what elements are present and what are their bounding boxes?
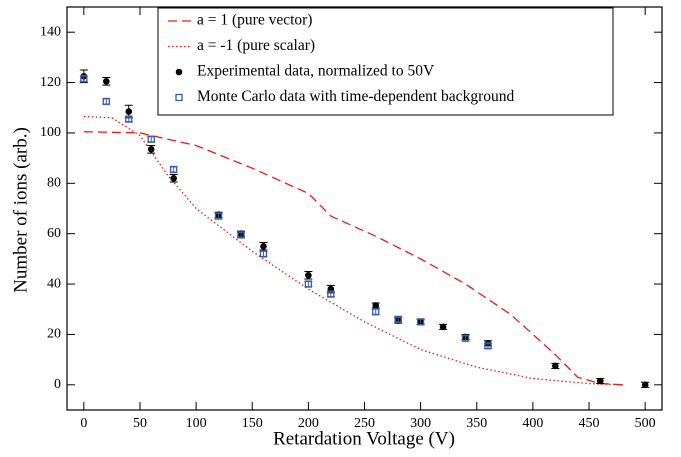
marker — [394, 315, 402, 323]
marker — [259, 250, 268, 258]
marker — [304, 280, 313, 288]
marker — [439, 323, 447, 331]
legend-label: Experimental data, normalized to 50V — [197, 63, 435, 80]
data-point — [214, 212, 223, 220]
data-point — [259, 250, 268, 258]
data-point — [259, 242, 268, 251]
marker — [596, 377, 604, 385]
y-axis-label: Number of ions (arb.) — [10, 127, 31, 293]
legend-label: a = 1 (pure vector) — [197, 12, 312, 29]
marker — [170, 165, 178, 174]
data-point — [304, 280, 313, 288]
curve — [83, 115, 623, 386]
marker — [416, 318, 425, 326]
x-tick-label: 350 — [466, 416, 487, 431]
legend-label: Monte Carlo data with time-dependent bac… — [197, 88, 514, 105]
data-point — [326, 290, 335, 298]
y-tick-label: 140 — [40, 24, 61, 39]
data-point — [79, 75, 88, 83]
marker — [125, 115, 133, 123]
x-tick-label: 150 — [242, 416, 263, 431]
data-point — [371, 302, 380, 309]
data-point — [641, 381, 650, 389]
y-tick-label: 100 — [40, 125, 61, 140]
data-point — [416, 318, 425, 326]
x-tick-label: 0 — [80, 416, 87, 431]
y-tick-label: 60 — [47, 226, 61, 241]
marker — [102, 97, 110, 106]
x-tick-label: 50 — [133, 416, 147, 431]
data-point — [439, 323, 448, 331]
y-tick-label: 20 — [47, 327, 61, 342]
data-point — [124, 115, 133, 123]
data-point — [169, 165, 178, 174]
legend-symbol — [175, 68, 183, 76]
marker — [125, 108, 133, 115]
x-tick-label: 450 — [579, 416, 600, 431]
x-tick-label: 200 — [298, 416, 319, 431]
marker — [260, 242, 267, 250]
marker — [147, 146, 155, 153]
data-point — [551, 362, 560, 370]
legend-label: a = -1 (pure scalar) — [197, 37, 315, 54]
marker — [102, 78, 110, 85]
data-point — [371, 308, 380, 316]
legend-box — [157, 7, 614, 116]
data-point — [483, 342, 492, 350]
marker — [372, 308, 380, 316]
legend-symbol — [175, 93, 183, 102]
marker — [237, 231, 245, 239]
marker — [305, 271, 312, 279]
marker — [372, 302, 380, 309]
marker — [327, 290, 335, 298]
x-tick-label: 400 — [522, 416, 543, 431]
marker — [147, 135, 155, 143]
data-point — [169, 173, 178, 183]
y-tick-label: 40 — [47, 276, 61, 291]
y-tick-label: 0 — [54, 377, 61, 392]
y-tick-label: 120 — [40, 75, 61, 90]
marker — [170, 174, 177, 182]
data-point — [147, 145, 156, 154]
x-tick-label: 500 — [635, 416, 656, 431]
y-tick-label: 80 — [47, 176, 61, 191]
marker — [461, 334, 470, 342]
data-point — [596, 377, 605, 385]
marker — [484, 342, 492, 350]
x-tick-label: 250 — [354, 416, 375, 431]
data-point — [237, 231, 246, 239]
curve — [83, 131, 623, 386]
marker — [641, 381, 649, 389]
data-point — [102, 97, 111, 106]
marker — [80, 75, 88, 83]
data-point — [394, 315, 403, 323]
marker — [214, 212, 223, 220]
x-tick-label: 300 — [410, 416, 431, 431]
data-point — [147, 135, 156, 143]
data-point — [102, 77, 111, 86]
data-point — [461, 334, 470, 342]
data-point — [304, 270, 313, 280]
x-axis-label: Retardation Voltage (V) — [273, 428, 455, 449]
legend: a = 1 (pure vector) a = -1 (pure scalar) E… — [157, 7, 614, 116]
x-tick-label: 100 — [186, 416, 207, 431]
marker — [552, 362, 559, 370]
